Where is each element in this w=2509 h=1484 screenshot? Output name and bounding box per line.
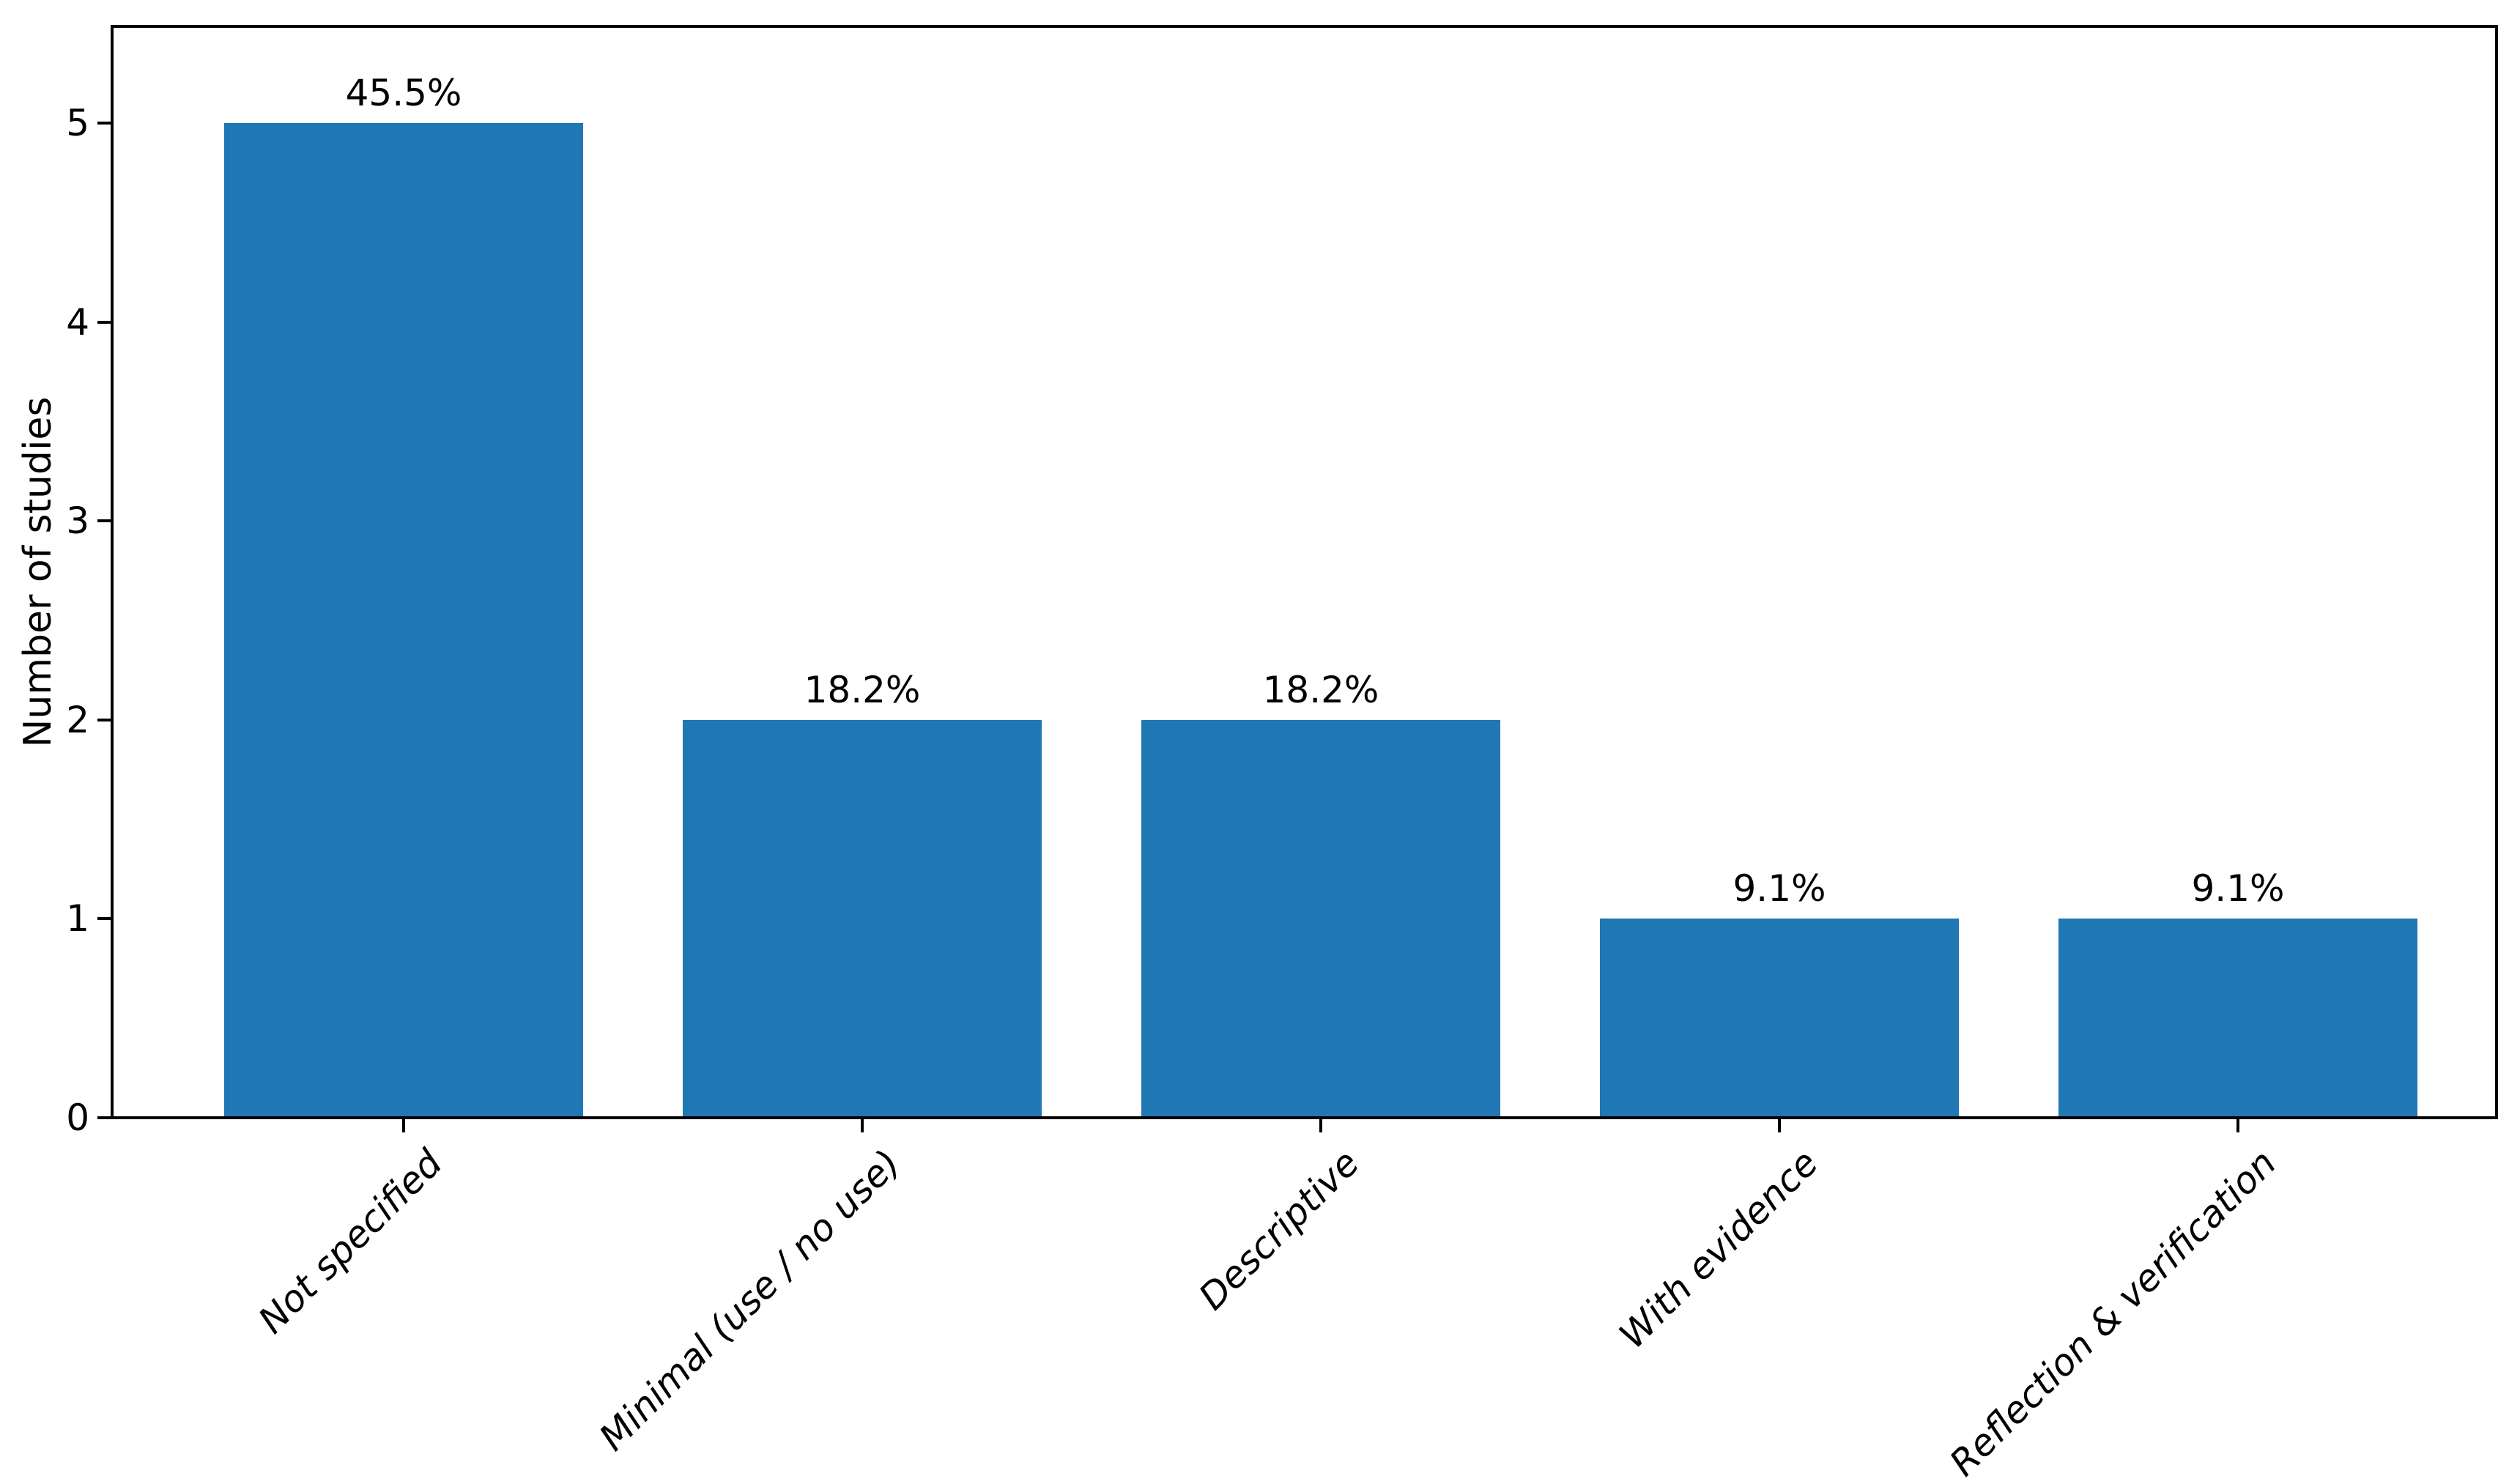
bar — [224, 123, 583, 1118]
y-tick — [97, 719, 111, 721]
bar-value-label: 9.1% — [1732, 867, 1826, 910]
y-tick — [97, 321, 111, 324]
y-tick — [97, 1116, 111, 1119]
bar-value-label: 45.5% — [345, 72, 462, 114]
x-tick-label: Descriptive — [1190, 1141, 1368, 1318]
y-tick-label: 2 — [66, 699, 89, 741]
x-tick — [402, 1119, 405, 1132]
x-tick — [1319, 1119, 1322, 1132]
x-tick-label: With evidence — [1611, 1141, 1826, 1357]
y-tick-label: 1 — [66, 897, 89, 940]
y-tick — [97, 122, 111, 125]
bar — [1600, 919, 1959, 1118]
bar — [1141, 720, 1500, 1118]
x-tick — [2236, 1119, 2239, 1132]
bar — [2058, 919, 2417, 1118]
x-tick-label: Minimal (use / no use) — [591, 1141, 909, 1459]
y-tick-label: 3 — [66, 500, 89, 542]
bar-value-label: 18.2% — [1262, 669, 1379, 711]
x-tick — [861, 1119, 864, 1132]
y-tick-label: 0 — [66, 1097, 89, 1139]
y-tick — [97, 519, 111, 522]
bar-value-label: 9.1% — [2191, 867, 2285, 910]
bar-value-label: 18.2% — [804, 669, 921, 711]
y-tick-label: 4 — [66, 301, 89, 344]
y-tick-label: 5 — [66, 102, 89, 144]
x-tick — [1778, 1119, 1781, 1132]
x-tick-label: Reflection & verification — [1941, 1141, 2285, 1484]
bar — [683, 720, 1042, 1118]
y-tick — [97, 917, 111, 920]
y-axis-label: Number of studies — [16, 396, 60, 748]
x-tick-label: Not specified — [250, 1141, 451, 1342]
